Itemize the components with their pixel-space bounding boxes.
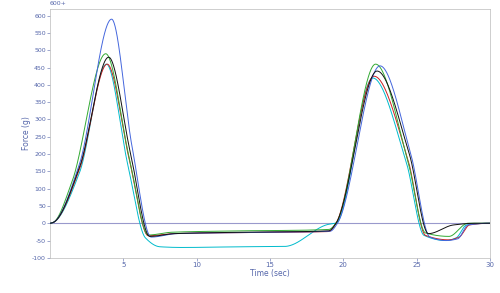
Text: 600+: 600+: [50, 1, 67, 6]
Y-axis label: Force (g): Force (g): [22, 116, 30, 150]
X-axis label: Time (sec): Time (sec): [250, 269, 290, 278]
